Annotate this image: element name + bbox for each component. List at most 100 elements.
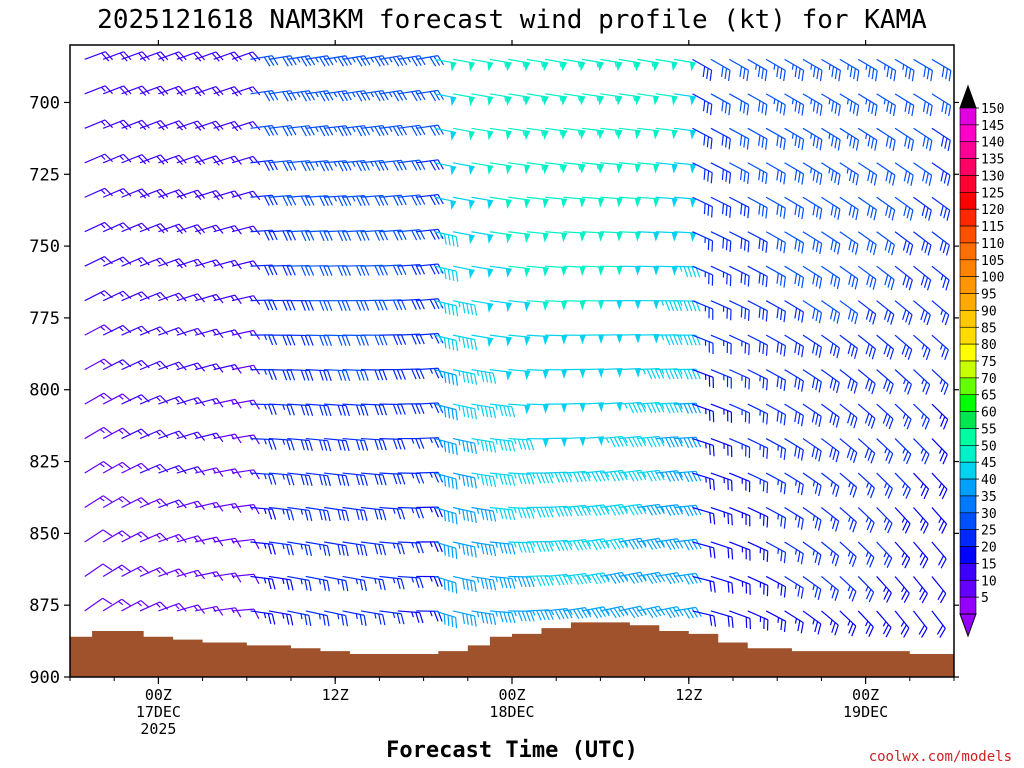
barb-flag [517,542,523,553]
barb-flag [848,170,853,182]
wind-barb [379,472,406,485]
barb-flag [323,405,328,416]
wind-barb [802,472,822,497]
barb-pennant [634,61,641,72]
barb-flag [902,274,907,286]
barb-flag [286,439,291,451]
barb-flag [345,55,352,66]
barb-flag [873,174,878,186]
barb-flag [816,68,820,80]
wind-barb [434,127,457,141]
wind-barb [545,471,573,483]
barb-half-flag [513,507,517,514]
barb-flag [783,276,786,288]
barb-pennant [505,199,512,209]
wind-barb [765,265,786,288]
barb-half-flag [846,133,849,140]
barb-pennant [634,164,641,174]
wind-barb [839,610,857,637]
barb-flag [382,474,387,486]
wind-barb [268,264,296,276]
wind-barb [857,369,876,395]
wind-barb [802,300,823,324]
wind-barb [324,472,350,487]
wind-barb [102,564,131,577]
barb-half-flag [495,404,498,411]
barb-flag [833,241,838,253]
wind-barb [268,369,296,381]
wind-barb [452,403,478,420]
barb-flag [271,509,277,520]
barb-half-flag [810,98,813,105]
wind-barb [729,231,750,253]
barb-flag [197,431,206,441]
barb-flag [234,503,242,514]
barb-half-flag [810,167,813,174]
barb-half-flag [777,445,780,451]
barb-flag [904,523,911,534]
barb-shaft [489,231,512,236]
colorbar-swatch [959,411,977,429]
barb-flag [712,377,714,389]
wind-barb [84,495,113,509]
barb-pennant [487,199,494,210]
barb-flag [762,274,765,286]
barb-flag [271,334,278,346]
barb-half-flag [532,507,536,513]
barb-shaft [600,265,623,268]
barb-half-flag [605,609,610,615]
barb-half-flag [794,618,798,624]
barb-flag [271,299,278,311]
barb-shaft [600,162,623,166]
barb-half-flag [333,92,338,98]
barb-pennant [671,232,678,242]
x-tick-label: 17DEC [136,703,181,721]
barb-flag [708,273,710,285]
barb-pennant [689,130,696,140]
barb-flag [396,404,402,415]
barb-pennant [561,130,567,140]
barb-half-flag [550,610,555,616]
barb-flag [341,475,346,486]
barb-half-flag [577,95,581,102]
barb-flag [511,440,516,452]
barb-flag [499,611,504,623]
barb-half-flag [118,361,124,366]
barb-flag [654,572,662,583]
barb-flag [437,611,443,622]
wind-barb [84,392,113,405]
barb-flag [920,274,925,286]
barb-flag [818,450,822,462]
wind-barb [176,51,206,62]
wind-barb [839,127,860,151]
barb-flag [573,472,579,483]
barb-flag [355,509,360,520]
wind-barb [618,571,647,584]
barb-flag [418,55,426,66]
barb-flag [847,343,852,355]
wind-barb [839,162,859,186]
barb-pennant [524,233,531,243]
wind-barb [857,472,875,499]
barb-flag [473,477,477,489]
barb-flag [726,342,729,353]
barb-flag [748,412,751,424]
barb-half-flag [300,544,303,550]
wind-barb [729,93,750,116]
wind-barb [176,258,206,268]
barb-flag [544,472,550,484]
wind-barb [379,437,406,450]
barb-flag [650,539,658,550]
barb-shaft [84,597,104,612]
barb-flag [415,438,421,449]
barb-half-flag [429,403,434,409]
barb-half-flag [633,95,636,102]
wind-barb [673,572,702,585]
wind-barb [931,610,946,638]
barb-flag [762,480,765,492]
barb-flag [797,585,801,597]
barb-half-flag [439,371,442,377]
wind-barb [452,610,477,627]
barb-flag [709,104,713,116]
barb-shaft [452,93,475,99]
